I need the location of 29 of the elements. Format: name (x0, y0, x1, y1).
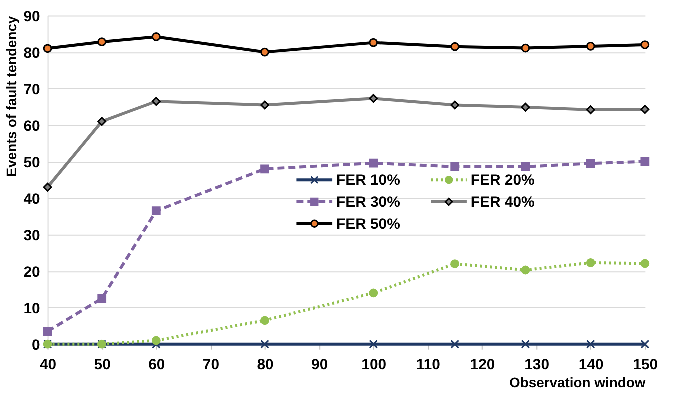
x-tick-label: 80 (257, 356, 274, 374)
legend-label: FER 20% (470, 172, 535, 190)
x-tick-label: 120 (470, 356, 496, 374)
x-tick-label: 70 (202, 356, 220, 374)
x-tick-label: 110 (416, 356, 440, 374)
y-tick-label: 50 (24, 154, 40, 172)
legend-label: FER 40% (470, 194, 535, 211)
x-tick-label: 50 (94, 356, 111, 374)
x-axis-title: Observation window (510, 374, 646, 391)
y-tick-label: 0 (32, 336, 40, 354)
x-tick-label: 40 (40, 356, 57, 374)
legend-label: FER 10% (336, 172, 400, 190)
y-tick-label: 90 (24, 8, 40, 26)
y-tick-label: 60 (24, 118, 40, 135)
y-tick-label: 40 (24, 190, 40, 208)
x-tick-label: 90 (312, 356, 328, 374)
y-axis-title: Events of fault tendency (4, 16, 20, 178)
x-tick-label: 130 (524, 356, 550, 374)
legend-label: FER 50% (336, 216, 400, 233)
x-tick-label: 60 (148, 356, 166, 374)
x-tick-label: 100 (362, 356, 387, 374)
x-tick-label: 150 (633, 356, 658, 374)
y-tick-label: 70 (24, 81, 40, 98)
y-tick-label: 30 (24, 227, 40, 244)
legend-label: FER 30% (336, 194, 400, 211)
y-tick-label: 80 (24, 44, 40, 62)
x-tick-label: 140 (578, 356, 604, 374)
y-tick-label: 10 (24, 300, 40, 318)
y-tick-label: 20 (24, 264, 40, 281)
